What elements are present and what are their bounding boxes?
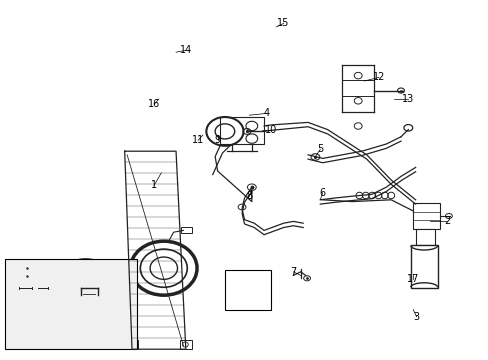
Bar bbox=[5, 259, 137, 349]
Bar bbox=[126, 340, 138, 349]
Text: 15: 15 bbox=[277, 18, 289, 28]
Text: 1: 1 bbox=[151, 180, 157, 190]
Text: 11: 11 bbox=[191, 135, 204, 145]
Bar bbox=[412, 203, 439, 229]
Text: 14: 14 bbox=[179, 45, 192, 55]
Text: 17: 17 bbox=[406, 274, 419, 284]
Text: 6: 6 bbox=[319, 188, 325, 198]
Text: 4: 4 bbox=[263, 108, 269, 118]
Bar bbox=[224, 270, 271, 310]
Bar bbox=[181, 227, 191, 233]
Text: 16: 16 bbox=[147, 99, 160, 109]
Text: 7: 7 bbox=[290, 267, 296, 277]
Text: 2: 2 bbox=[444, 216, 449, 226]
Text: 10: 10 bbox=[264, 125, 277, 135]
Bar bbox=[220, 117, 264, 144]
Text: 9: 9 bbox=[214, 135, 220, 145]
Text: 12: 12 bbox=[372, 72, 385, 82]
Text: 5: 5 bbox=[317, 144, 323, 154]
Bar bbox=[410, 245, 437, 288]
Bar bbox=[180, 340, 192, 349]
Text: 8: 8 bbox=[246, 191, 252, 201]
Bar bbox=[415, 229, 434, 245]
Text: 3: 3 bbox=[413, 312, 419, 322]
Text: 13: 13 bbox=[401, 94, 414, 104]
